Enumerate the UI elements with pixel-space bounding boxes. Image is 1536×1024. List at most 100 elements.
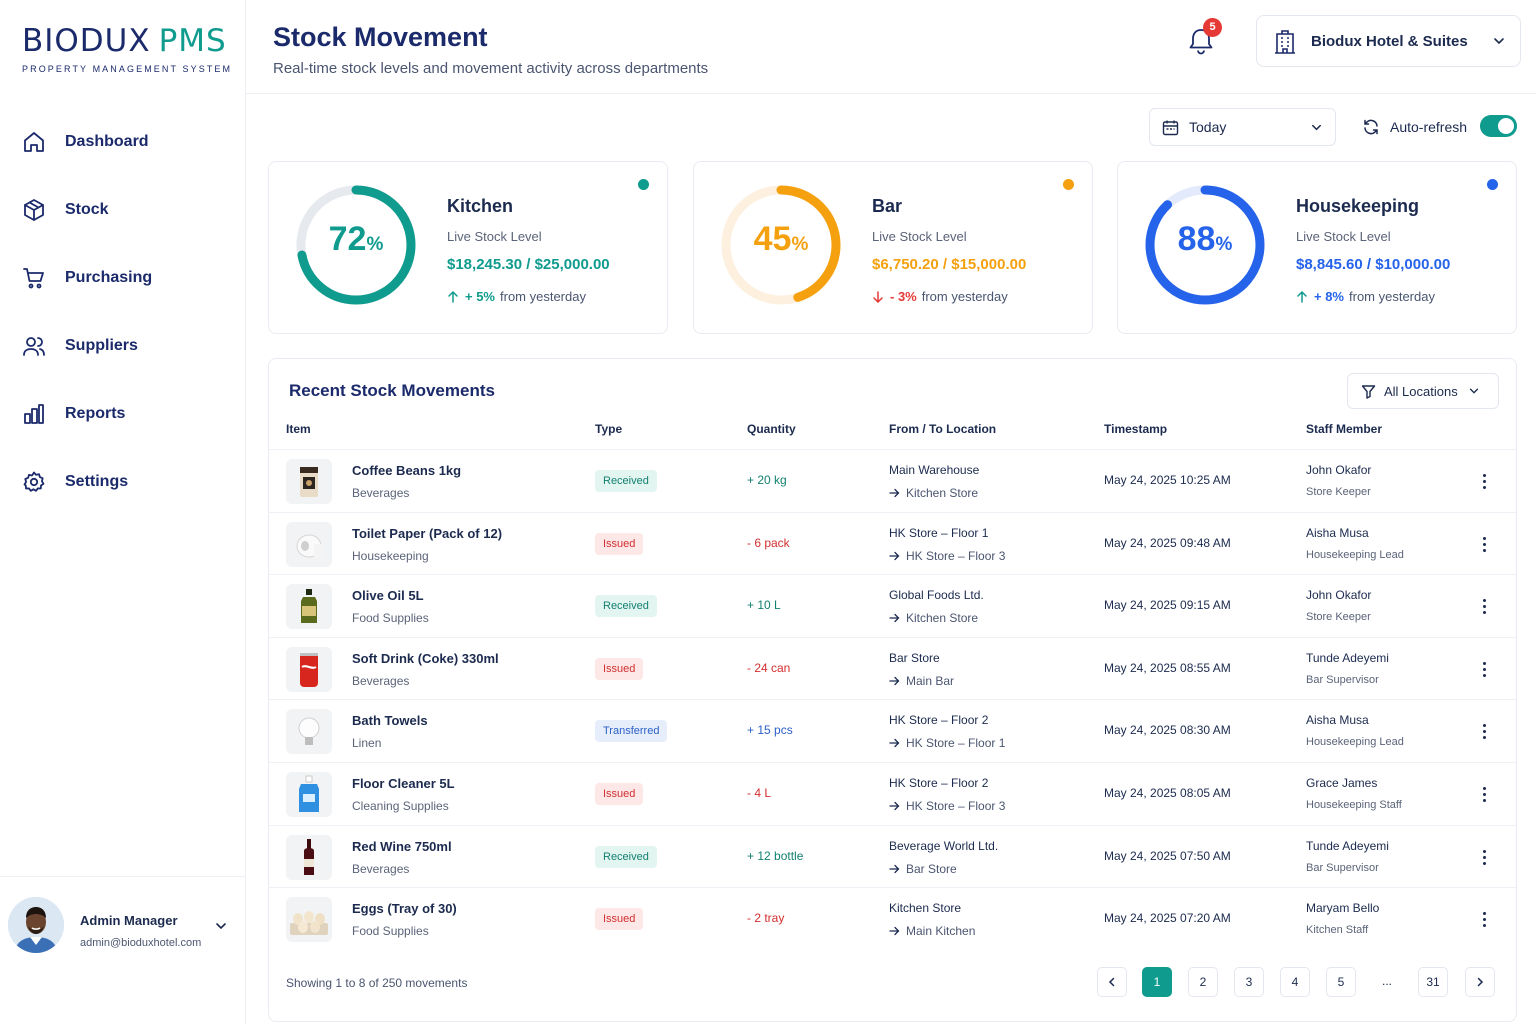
stock-value: $18,245.30 / $25,000.00: [447, 256, 610, 273]
table-row[interactable]: Red Wine 750ml Beverages Received + 12 bott…: [269, 824, 1516, 888]
movement-type-badge: Received: [595, 470, 657, 492]
movement-timestamp: May 24, 2025 07:50 AM: [1104, 848, 1231, 863]
more-options-icon[interactable]: [1477, 784, 1491, 804]
more-options-icon[interactable]: [1477, 847, 1491, 867]
percent-value: 72: [328, 220, 367, 258]
chevron-left-icon[interactable]: [1097, 967, 1127, 997]
stock-value: $6,750.20 / $15,000.00: [872, 256, 1027, 273]
more-options-icon[interactable]: [1477, 471, 1491, 491]
refresh-icon: [1364, 119, 1378, 135]
sidebar-item-purchasing[interactable]: Purchasing: [0, 244, 245, 312]
stock-level-label: Live Stock Level: [447, 229, 542, 244]
arrow-right-icon: [889, 676, 900, 685]
movement-timestamp: May 24, 2025 08:05 AM: [1104, 786, 1231, 800]
more-options-icon[interactable]: [1477, 659, 1491, 679]
arrow-right-icon: [889, 614, 900, 623]
percent-value: 88: [1177, 220, 1216, 258]
stock-card-bar[interactable]: 45% Bar Live Stock Level $6,750.20 / $15,00…: [693, 161, 1093, 334]
staff-name: Tunde Adeyemi: [1306, 838, 1389, 853]
box-icon: [24, 199, 44, 221]
status-dot: [638, 179, 649, 190]
arrow-right-icon: [889, 488, 900, 498]
stock-change: + 8% from yesterday: [1296, 289, 1435, 304]
page-button-5[interactable]: 5: [1326, 967, 1356, 997]
chevron-down-icon[interactable]: [214, 919, 228, 933]
column-header-type: Type: [595, 422, 623, 436]
hotel-selector[interactable]: Biodux Hotel & Suites: [1256, 15, 1521, 67]
arrow-down-icon: [873, 290, 883, 303]
item-name: Toilet Paper (Pack of 12): [352, 525, 503, 541]
sidebar-item-stock[interactable]: Stock: [0, 176, 245, 244]
sidebar-item-dashboard[interactable]: Dashboard: [0, 108, 245, 176]
status-dot: [1063, 179, 1074, 190]
staff-role: Housekeeping Lead: [1306, 736, 1404, 749]
sidebar-item-label: Dashboard: [65, 133, 149, 150]
stock-change: - 3% from yesterday: [872, 289, 1008, 304]
table-row[interactable]: Eggs (Tray of 30) Food Supplies Issued - 2 …: [269, 887, 1516, 950]
column-header-quantity: Quantity: [747, 422, 796, 436]
date-range-select[interactable]: Today: [1149, 108, 1336, 146]
notification-badge: 5: [1203, 18, 1222, 37]
change-text: from yesterday: [500, 289, 586, 304]
brand-logo[interactable]: BIODUX PMS PROPERTY MANAGEMENT SYSTEM: [22, 26, 232, 75]
arrow-up-icon: [448, 290, 458, 303]
table-row[interactable]: Soft Drink (Coke) 330ml Beverages Issued - …: [269, 636, 1516, 700]
movement-quantity: + 15 pcs: [747, 723, 793, 738]
page-button-3[interactable]: 3: [1234, 967, 1264, 997]
chevron-right-icon[interactable]: [1465, 967, 1495, 997]
location-filter[interactable]: All Locations: [1347, 373, 1499, 409]
page-button-31[interactable]: 31: [1418, 967, 1448, 997]
page-button-4[interactable]: 4: [1280, 967, 1310, 997]
page-button-1[interactable]: 1: [1142, 967, 1172, 997]
table-row[interactable]: Toilet Paper (Pack of 12) Housekeeping Iss…: [269, 511, 1516, 575]
movement-timestamp: May 24, 2025 07:20 AM: [1104, 911, 1231, 926]
stock-card-housekeeping[interactable]: 88% Housekeeping Live Stock Level $8,845.60…: [1117, 161, 1517, 334]
column-header-location: From / To Location: [889, 422, 997, 436]
movement-timestamp: May 24, 2025 10:25 AM: [1104, 473, 1231, 487]
light-bulb-thumbnail: [286, 709, 332, 755]
more-options-icon[interactable]: [1477, 534, 1491, 554]
recent-movements-panel: Recent Stock Movements All Locations Ite…: [268, 358, 1517, 1022]
change-text: from yesterday: [1349, 289, 1435, 304]
staff-name: John Okafor: [1306, 463, 1372, 477]
item-name: Bath Towels: [352, 713, 428, 729]
movement-type-badge: Issued: [595, 532, 644, 555]
more-options-icon[interactable]: [1477, 909, 1491, 929]
auto-refresh-toggle[interactable]: [1480, 115, 1517, 137]
from-location: HK Store – Floor 1: [889, 525, 989, 540]
column-header-timestamp: Timestamp: [1104, 422, 1168, 436]
pagination-ellipsis: ...: [1372, 967, 1402, 997]
sidebar-item-reports[interactable]: Reports: [0, 380, 245, 448]
more-options-icon[interactable]: [1477, 721, 1491, 741]
staff-name: Maryam Bello: [1306, 901, 1380, 916]
stock-card-kitchen[interactable]: 72% Kitchen Live Stock Level $18,245.30 / $…: [268, 161, 668, 334]
percent-value: 45: [753, 220, 792, 258]
sidebar-item-label: Reports: [65, 405, 126, 422]
to-location: Bar Store: [889, 862, 957, 876]
table-row[interactable]: Bath Towels Linen Transferred + 15 pcs HK St…: [269, 699, 1516, 762]
sidebar-item-label: Stock: [65, 201, 109, 218]
table-row[interactable]: Coffee Beans 1kg Beverages Received + 20 kg…: [269, 449, 1516, 512]
page-header: Stock Movement Real-time stock levels an…: [246, 0, 1536, 94]
staff-role: Housekeeping Lead: [1306, 548, 1404, 561]
column-header-item: Item: [286, 422, 311, 436]
page-button-2[interactable]: 2: [1188, 967, 1218, 997]
staff-name: Grace James: [1306, 776, 1378, 790]
item-category: Linen: [352, 736, 382, 751]
user-profile[interactable]: Admin Manager admin@bioduxhotel.com: [0, 876, 245, 1024]
movement-type-badge: Received: [595, 845, 657, 868]
chevron-down-icon: [1494, 38, 1504, 45]
user-email: admin@bioduxhotel.com: [80, 937, 202, 949]
arrow-up-icon: [1297, 290, 1307, 303]
sidebar-item-settings[interactable]: Settings: [0, 448, 245, 516]
table-row[interactable]: Olive Oil 5L Food Supplies Received + 10 L G…: [269, 574, 1516, 637]
more-options-icon[interactable]: [1477, 596, 1491, 616]
auto-refresh-label: Auto-refresh: [1390, 119, 1468, 135]
table-row[interactable]: Floor Cleaner 5L Cleaning Supplies Issued -…: [269, 762, 1516, 825]
to-location-name: Main Kitchen: [906, 924, 976, 939]
panel-title: Recent Stock Movements: [289, 381, 495, 400]
staff-name: John Okafor: [1306, 588, 1372, 603]
staff-role: Bar Supervisor: [1306, 673, 1379, 686]
movement-timestamp: May 24, 2025 08:55 AM: [1104, 660, 1231, 675]
sidebar-item-suppliers[interactable]: Suppliers: [0, 312, 245, 380]
